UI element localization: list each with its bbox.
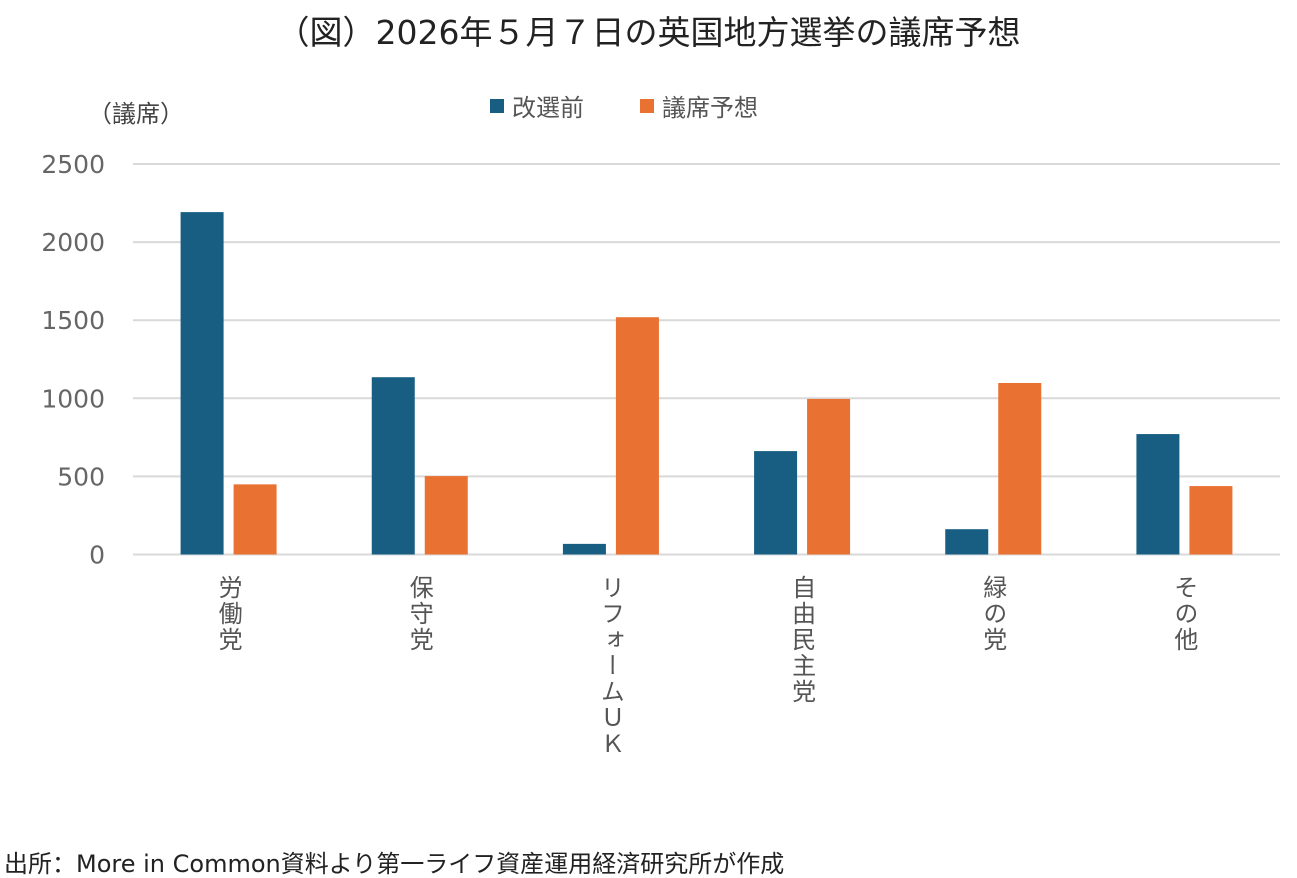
legend-swatch-before xyxy=(490,98,504,113)
y-tick-label: 2500 xyxy=(41,150,105,179)
x-tick-label: 労働党 xyxy=(214,575,243,653)
bar-before xyxy=(1136,434,1180,555)
bar-before xyxy=(562,543,606,555)
bar-forecast xyxy=(998,382,1042,555)
y-tick-label: 500 xyxy=(57,462,105,491)
legend-label-forecast: 議席予想 xyxy=(662,94,758,122)
x-tick-label: リフォームＵＫ xyxy=(596,575,625,757)
bar-before xyxy=(180,212,224,555)
y-tick-label: 1500 xyxy=(41,306,105,335)
chart-title: （図）2026年５月７日の英国地方選挙の議席予想 xyxy=(276,13,1021,52)
bar-forecast xyxy=(1189,486,1233,555)
y-tick-label: 2000 xyxy=(41,228,105,257)
x-tick-label: 保守党 xyxy=(405,575,434,653)
legend-item-forecast: 議席予想 xyxy=(640,88,758,123)
bar-forecast xyxy=(615,317,659,555)
source-note: 出所：More in Common資料より第一ライフ資産運用経済研究所が作成 xyxy=(4,850,785,878)
x-tick-label: その他 xyxy=(1169,575,1198,653)
bar-before xyxy=(754,451,798,555)
bar-forecast xyxy=(233,484,277,555)
legend-swatch-forecast xyxy=(640,98,654,113)
bar-before xyxy=(945,529,989,555)
legend-label-before: 改選前 xyxy=(512,94,584,122)
legend: 改選前 議席予想 xyxy=(490,88,758,123)
legend-item-before: 改選前 xyxy=(490,88,584,123)
bar-before xyxy=(371,377,415,555)
x-tick-label: 自由民主党 xyxy=(787,575,816,705)
x-tick-label: 緑の党 xyxy=(978,575,1007,653)
bar-forecast xyxy=(807,398,851,555)
y-axis-label: （議席） xyxy=(88,100,184,128)
y-tick-label: 0 xyxy=(89,541,105,570)
bar-forecast xyxy=(424,476,468,555)
y-tick-label: 1000 xyxy=(41,384,105,413)
